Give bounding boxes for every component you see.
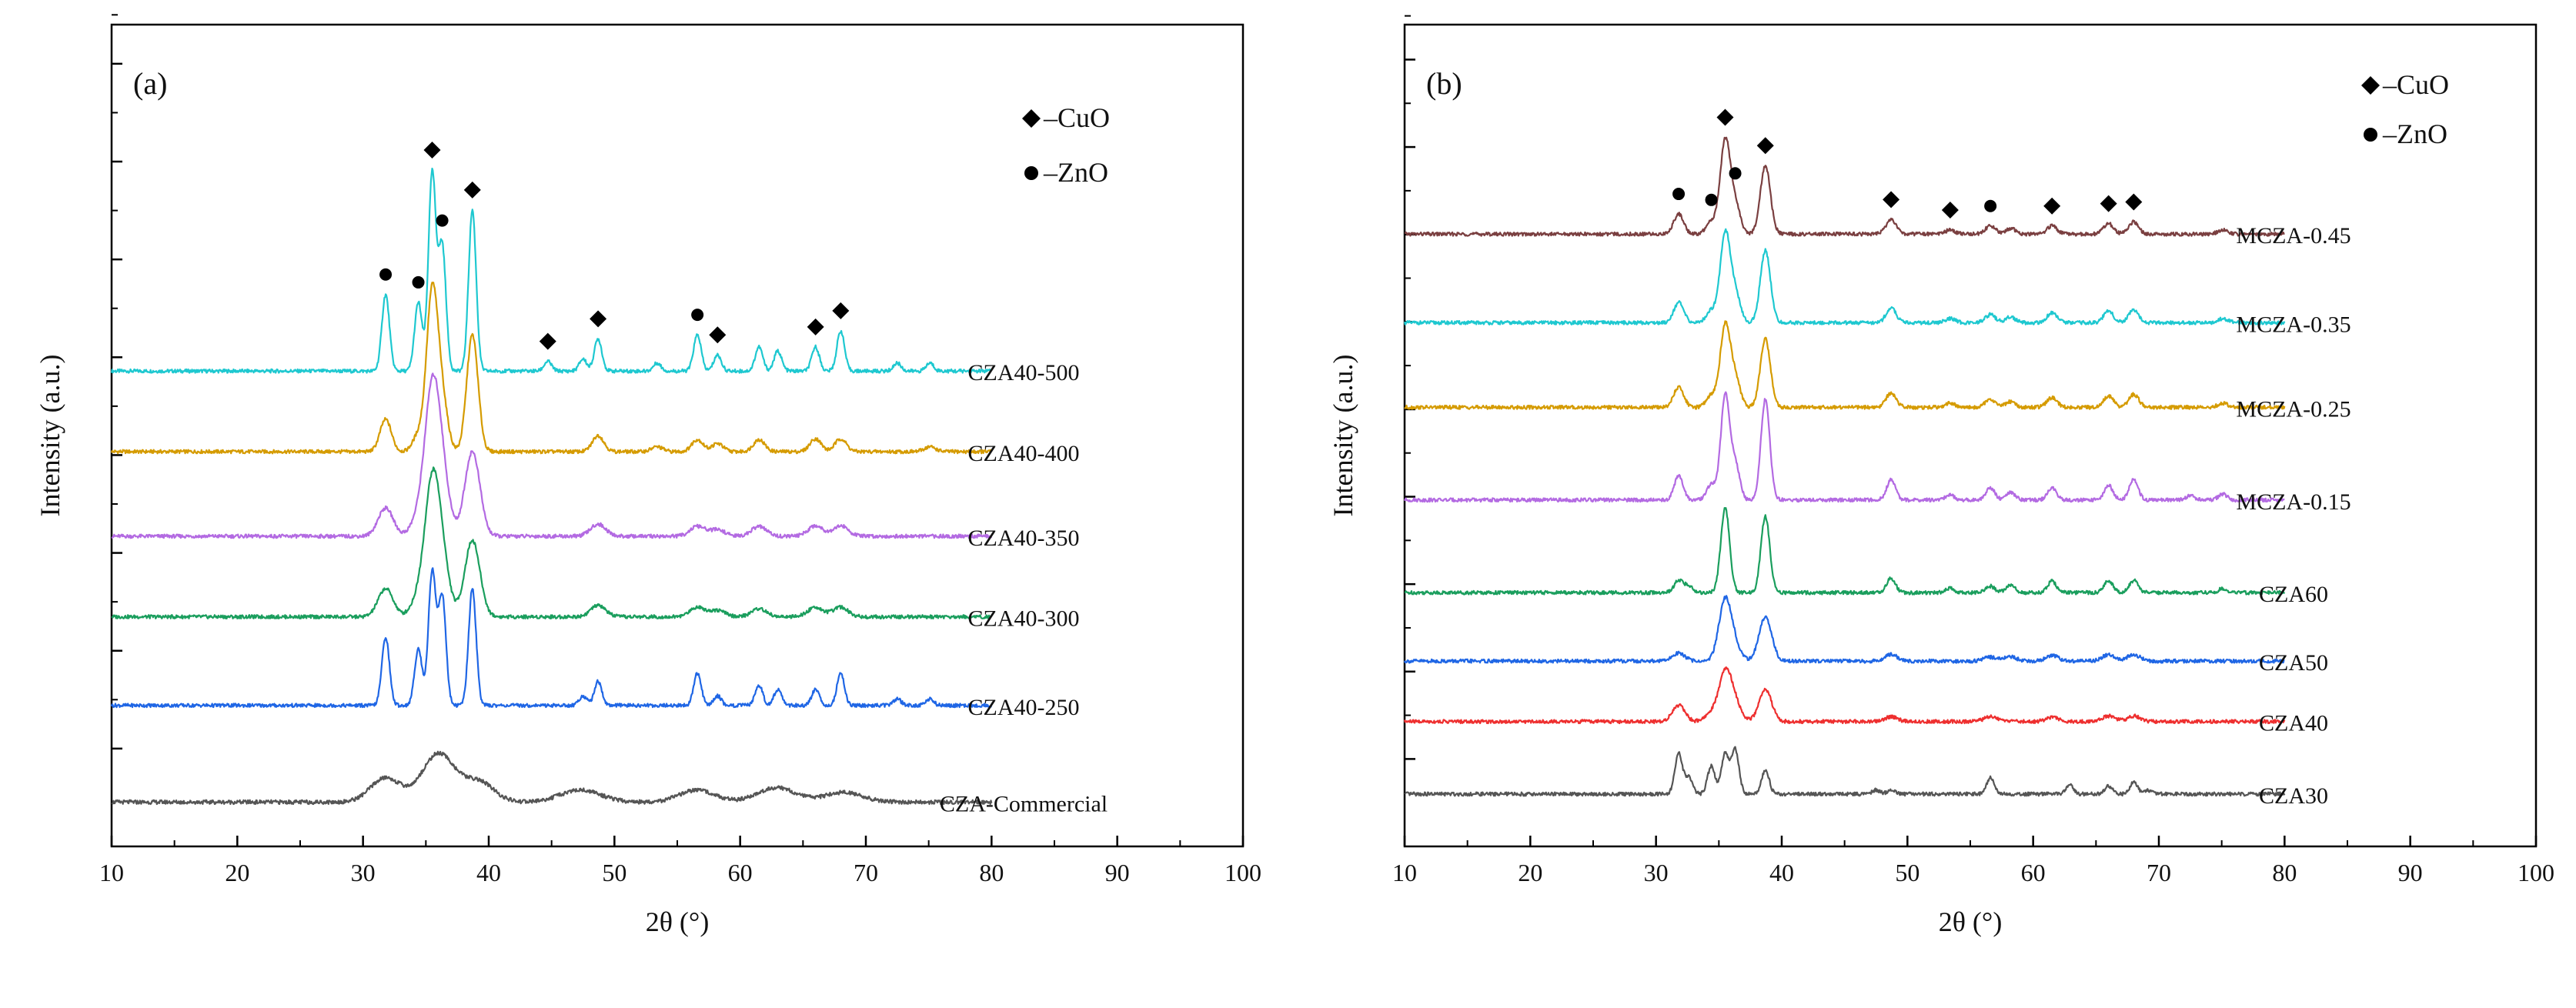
x-tick-label: 80 [2272,859,2297,886]
plot-frame [110,23,1245,848]
series-line [110,167,993,374]
zno-peak-marker-icon [1729,167,1742,180]
cuo-peak-marker-icon [1756,137,1774,155]
cuo-peak-marker-icon [590,310,607,328]
cuo-peak-marker-icon [423,141,441,159]
legend: –CuO –ZnO [2361,69,2449,149]
series-label: CZA60 [2259,582,2328,607]
cuo-peak-marker-icon [807,318,824,335]
series-line [1404,506,2286,596]
plot-frame [1403,23,2538,848]
legend-label-cuo: –CuO [1043,102,1110,133]
series-label: CZA-Commercial [940,791,1108,816]
x-tick-label: 80 [979,859,1004,886]
cuo-peak-marker-icon [1716,108,1734,126]
series-line [1403,666,2286,725]
x-tick-label: 40 [1769,859,1794,886]
cuo-peak-marker-icon [2125,193,2143,211]
x-axis-title: 2θ (°) [1939,906,2003,937]
x-tick-label: 20 [225,859,249,886]
series-line [111,466,993,620]
series-label: CZA40 [2259,711,2328,736]
panel-b: 10 20 30 40 50 60 70 80 90 100 2θ (°) Intensity (a.… [1328,15,2554,937]
cuo-peak-marker-icon [539,332,556,350]
x-tick-label: 30 [351,859,376,886]
x-tick-label: 20 [1518,859,1542,886]
series-label: CZA30 [2259,783,2328,809]
series-line [1403,595,2285,664]
series-label: MCZA-0.45 [2236,223,2350,249]
panel-label: (b) [1426,66,1462,101]
zno-peak-marker-icon [1705,193,1718,206]
cuo-peak-marker-icon [2043,197,2061,215]
series-line [1404,320,2286,410]
panel-a: 10 20 30 40 50 60 70 80 90 100 2θ (°) Intensity (a.… [35,14,1261,937]
x-axis-title: 2θ (°) [646,906,710,937]
zno-circle-icon [2364,128,2377,142]
series-label: CZA40-400 [968,441,1080,466]
x-tick-label: 40 [476,859,501,886]
series-label: CZA40-300 [968,606,1080,632]
zno-peak-marker-icon [436,214,449,227]
cuo-peak-marker-icon [2100,195,2117,212]
series-line [111,750,993,806]
cuo-diamond-icon [1022,109,1041,128]
zno-peak-marker-icon [691,309,704,322]
x-tick-label: 90 [2398,859,2423,886]
zno-circle-icon [1024,166,1038,180]
x-tick-label: 50 [602,859,626,886]
x-tick-label: 100 [1225,859,1261,886]
cuo-peak-marker-icon [463,181,481,199]
series-line [1403,228,2286,325]
zno-peak-marker-icon [1984,199,1997,212]
legend-label-zno: –ZnO [1043,157,1108,188]
cuo-peak-marker-icon [832,302,850,319]
series-line [1404,746,2286,797]
cuo-peak-marker-icon [709,326,727,344]
series-line [111,372,993,539]
x-tick-label: 70 [854,859,878,886]
x-tick-label: 10 [99,859,124,886]
series-label: MCZA-0.25 [2236,396,2350,422]
series-line [110,567,993,709]
x-tick-label: 70 [2147,859,2171,886]
y-axis-title: Intensity (a.u.) [35,355,65,517]
x-tick-label: 100 [2518,859,2554,886]
x-tick-label: 50 [1895,859,1919,886]
series-label: CZA50 [2259,650,2328,676]
series-line [1404,136,2285,237]
zno-peak-marker-icon [379,268,393,281]
panel-label: (a) [133,66,167,101]
x-tick-label: 90 [1105,859,1130,886]
legend-label-zno: –ZnO [2382,118,2447,149]
series-line [1403,391,2285,503]
legend: –CuO –ZnO [1022,102,1110,188]
series-label: CZA40-500 [968,360,1080,386]
series-label: MCZA-0.15 [2236,489,2350,515]
x-tick-label: 60 [2021,859,2046,886]
cuo-peak-marker-icon [1883,191,1900,209]
cuo-diamond-icon [2361,76,2380,95]
zno-peak-marker-icon [1672,188,1686,201]
x-tick-label: 10 [1392,859,1417,886]
zno-peak-marker-icon [412,275,425,289]
x-tick-label: 60 [728,859,753,886]
series-label: CZA40-350 [968,526,1080,551]
y-axis-title: Intensity (a.u.) [1328,355,1358,517]
cuo-peak-marker-icon [1941,202,1959,219]
series-line [110,282,993,455]
x-tick-label: 30 [1644,859,1669,886]
series-label: MCZA-0.35 [2236,312,2350,337]
series-label: CZA40-250 [968,695,1080,720]
legend-label-cuo: –CuO [2382,69,2449,100]
